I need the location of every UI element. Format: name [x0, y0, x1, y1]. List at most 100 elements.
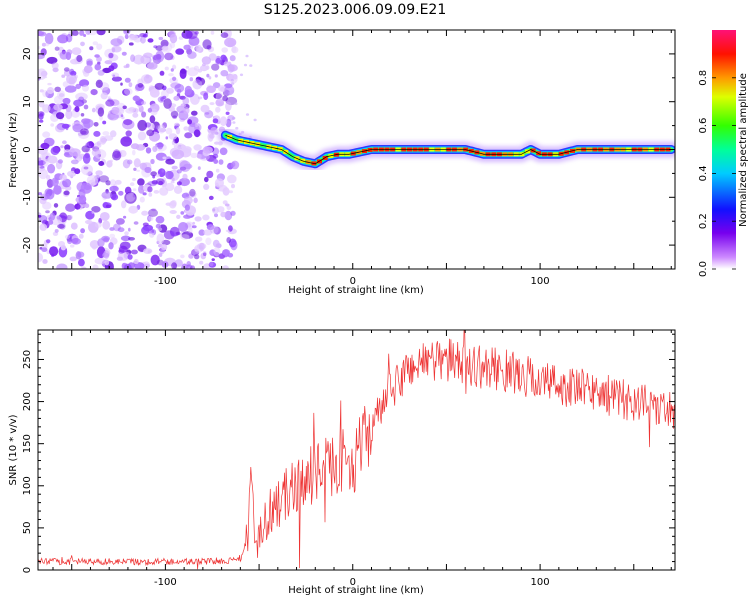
noise-blob — [81, 164, 93, 176]
noise-blob — [174, 83, 185, 93]
noise-blob — [70, 222, 78, 230]
noise-blob — [39, 119, 44, 123]
noise-blob — [133, 54, 145, 65]
noise-blob — [230, 90, 234, 93]
noise-blobs — [38, 30, 257, 269]
noise-blob — [194, 246, 200, 252]
noise-blob — [150, 108, 158, 116]
noise-blob — [118, 245, 128, 253]
noise-blob — [71, 47, 82, 55]
noise-blob — [183, 126, 189, 131]
noise-blob — [202, 214, 210, 221]
noise-blob — [209, 225, 219, 234]
noise-blob — [150, 254, 160, 266]
noise-blob — [206, 170, 214, 179]
noise-blob — [183, 196, 193, 205]
noise-blob — [69, 68, 75, 76]
noise-blob — [38, 252, 44, 263]
noise-blob — [166, 87, 174, 94]
noise-blob — [124, 34, 129, 40]
noise-blob — [150, 158, 155, 165]
colorbar-tick-label: 0.6 — [698, 118, 709, 134]
noise-blob — [176, 169, 182, 174]
noise-blob — [195, 44, 202, 53]
noise-blob — [209, 249, 216, 256]
noise-blob — [142, 222, 149, 227]
noise-blob — [71, 238, 81, 245]
noise-blob — [182, 173, 188, 180]
noise-blob — [94, 257, 106, 265]
noise-blob — [124, 231, 129, 236]
noise-blob — [171, 139, 176, 146]
noise-blob — [110, 38, 123, 47]
noise-blob — [214, 213, 218, 218]
noise-blob — [182, 97, 190, 105]
noise-blob — [186, 261, 191, 267]
noise-blob — [93, 142, 102, 149]
noise-blob — [159, 187, 169, 196]
y-tick-label: 200 — [22, 392, 33, 411]
noise-blob — [63, 67, 70, 72]
noise-blob — [174, 122, 180, 127]
snr-y-ticks: 0 50 100 150 200 250 — [22, 333, 675, 573]
noise-blob — [148, 228, 155, 234]
y-tick-label: 20 — [22, 48, 33, 61]
noise-blob — [147, 38, 154, 43]
colorbar: 0.0 0.2 0.4 0.6 0.8 Normalized spectral ampl… — [698, 30, 749, 277]
noise-blob — [228, 190, 233, 194]
noise-blob — [80, 113, 85, 117]
noise-blob — [132, 95, 140, 102]
noise-blob — [149, 88, 160, 98]
noise-blob — [230, 78, 235, 82]
noise-blob — [41, 42, 47, 47]
noise-blob — [145, 147, 152, 154]
noise-blob — [171, 149, 185, 160]
noise-blob — [79, 79, 90, 87]
noise-blob — [75, 83, 81, 90]
noise-blob — [53, 185, 62, 195]
noise-blob — [176, 214, 181, 219]
noise-blob — [99, 115, 103, 121]
noise-blob — [111, 47, 116, 53]
colorbar-gradient — [712, 30, 736, 269]
noise-blob — [67, 170, 77, 177]
noise-blob — [54, 179, 58, 183]
noise-blob — [81, 145, 90, 153]
noise-blob — [132, 188, 137, 191]
noise-blob — [65, 52, 72, 60]
noise-blob — [183, 44, 191, 50]
snr-x-label: Height of straight line (km) — [288, 585, 424, 596]
noise-blob — [189, 77, 194, 82]
noise-blob — [195, 236, 203, 242]
noise-blob — [170, 110, 179, 119]
noise-blob — [220, 70, 229, 77]
noise-blob — [161, 45, 169, 51]
noise-blob — [227, 174, 237, 184]
noise-blob — [96, 30, 106, 36]
noise-blob — [102, 120, 107, 125]
noise-blob — [183, 214, 192, 219]
noise-blob — [57, 159, 64, 164]
noise-blob — [186, 30, 198, 40]
noise-blob — [39, 223, 48, 231]
noise-blob — [64, 85, 77, 93]
noise-blob — [38, 214, 42, 218]
colorbar-tick-label: 0.4 — [698, 165, 709, 181]
noise-blob — [200, 104, 210, 113]
snr-x-ticks: -100 0 100 — [52, 330, 672, 588]
noise-blob — [102, 220, 111, 230]
noise-blob — [40, 142, 50, 150]
noise-blob — [42, 259, 48, 264]
noise-blob — [203, 252, 207, 256]
colorbar-label: Normalized spectral amplitude — [738, 73, 749, 227]
y-tick-label: 0 — [22, 146, 33, 152]
noise-blob — [94, 63, 102, 71]
noise-blob — [147, 62, 158, 70]
noise-blob — [38, 111, 44, 117]
noise-blob — [225, 101, 232, 112]
noise-blob — [137, 131, 147, 141]
noise-blob — [74, 106, 80, 113]
noise-blob — [204, 112, 210, 115]
noise-blob — [223, 61, 228, 67]
noise-blob — [41, 247, 48, 252]
